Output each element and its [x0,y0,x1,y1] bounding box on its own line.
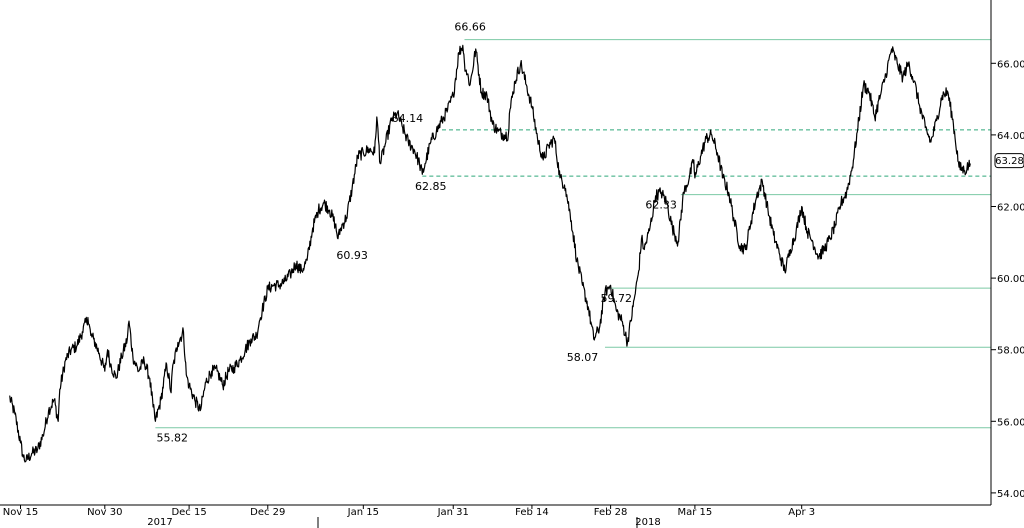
year-label: 2018 [635,517,660,528]
x-tick-label: Jan 15 [347,507,379,518]
y-tick-label: 54.00 [997,489,1024,500]
x-tick-label: Feb 28 [594,507,628,518]
value-annotation: 59.72 [600,292,632,305]
x-tick-label: Dec 29 [250,507,285,518]
y-tick-label: 66.00 [997,59,1024,70]
annotations: 63.28 66.66 64.14 62.85 62.33 60.93 59.72 58.07… [156,21,1024,445]
y-tick-label: 60.00 [997,274,1024,285]
x-tick-label: Nov 30 [87,507,122,518]
year-label: 2017 [147,517,172,528]
value-annotation: 58.07 [567,351,599,364]
x-tick-label: Jan 31 [437,507,469,518]
value-annotation: 60.93 [336,249,368,262]
x-tick-label: Apr 3 [788,507,815,518]
x-tick-label: Feb 14 [515,507,549,518]
reference-lines [155,39,991,429]
value-annotation: 62.85 [415,180,447,193]
series-line [9,44,971,463]
y-tick-label: 64.00 [997,131,1024,142]
value-annotation: 62.33 [645,199,677,212]
y-tick-label: 58.00 [997,346,1024,357]
value-annotation: 66.66 [454,21,486,34]
x-tick-label: Nov 15 [3,507,38,518]
last-value-label: 63.28 [995,156,1024,167]
y-tick-label: 56.00 [997,417,1024,428]
y-tick-label: 62.00 [997,203,1024,214]
series-layer [9,44,971,463]
value-annotation: 55.82 [156,432,188,445]
x-tick-label: Dec 15 [171,507,206,518]
last-value-badge [994,153,1024,169]
x-tick-label: Mar 15 [678,507,713,518]
value-annotation: 64.14 [392,112,424,125]
